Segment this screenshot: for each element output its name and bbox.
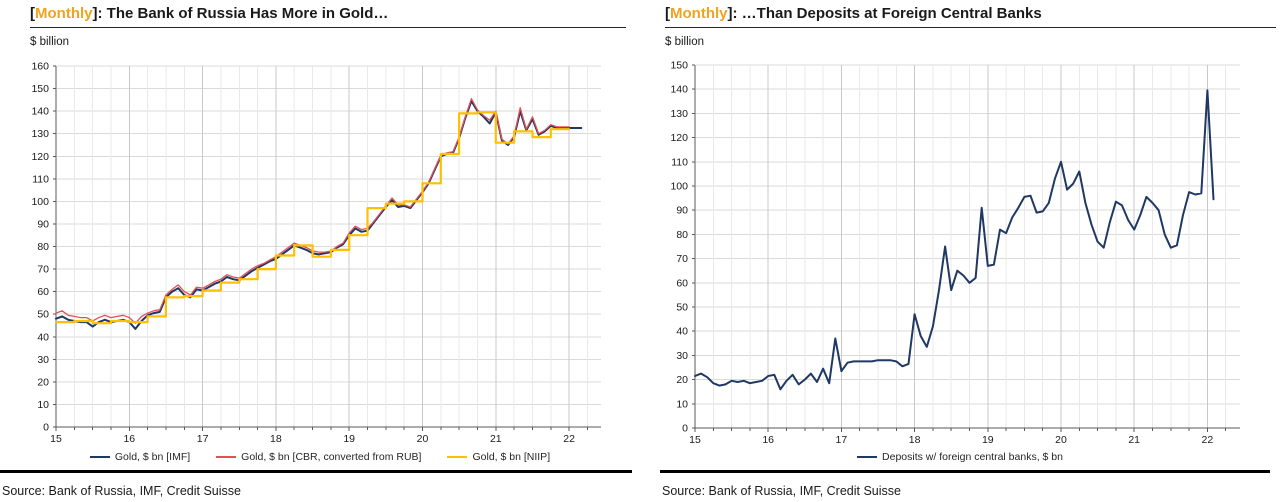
- legend-line-swatch: [89, 455, 110, 459]
- chart-title: [Monthly]: The Bank of Russia Has More i…: [30, 5, 626, 28]
- chart-panel-deposits: [Monthly]: …Than Deposits at Foreign Cen…: [640, 0, 1280, 502]
- x-tick-label: 17: [197, 433, 209, 445]
- y-tick-label: 120: [670, 132, 688, 144]
- series-line: [55, 100, 583, 330]
- legend-line-swatch: [857, 455, 878, 459]
- x-tick-label: 20: [1055, 434, 1067, 446]
- divider-rule: [660, 470, 1270, 473]
- title-bracket-open: [: [665, 5, 670, 22]
- y-tick-label: 80: [37, 241, 49, 253]
- legend-item: Gold, $ bn [NIIP]: [447, 451, 550, 463]
- y-tick-label: 150: [670, 60, 688, 72]
- title-accent: Monthly: [35, 5, 93, 22]
- x-tick-label: 16: [762, 434, 774, 446]
- y-tick-label: 90: [37, 218, 49, 230]
- source-note: Source: Bank of Russia, IMF, Credit Suis…: [2, 484, 241, 498]
- y-tick-label: 150: [31, 83, 49, 95]
- axis-units-label: $ billion: [30, 36, 69, 48]
- y-tick-label: 50: [676, 302, 688, 314]
- x-tick-label: 18: [909, 434, 921, 446]
- legend-label: Deposits w/ foreign central banks, $ bn: [882, 451, 1063, 463]
- gold-line-chart: 0 10 20 30 40 50 60 70 80 90 100 110 120 130 140 150 160…: [31, 61, 601, 445]
- deposits-line-chart: 0 10 20 30 40 50 60 70 80 90 100 110 120 130 140 150 15 1…: [670, 60, 1240, 446]
- y-tick-label: 50: [37, 309, 49, 321]
- title-accent: Monthly: [670, 5, 728, 22]
- y-tick-label: 60: [37, 286, 49, 298]
- chart-legend: Gold, $ bn [IMF] Gold, $ bn [CBR, convert…: [40, 451, 600, 463]
- x-tick-label: 16: [123, 433, 135, 445]
- y-tick-label: 160: [31, 61, 49, 73]
- legend-label: Gold, $ bn [IMF]: [114, 451, 191, 463]
- chart-title: [Monthly]: …Than Deposits at Foreign Cen…: [665, 5, 1276, 28]
- series-line: [54, 111, 571, 325]
- y-tick-label: 120: [31, 151, 49, 163]
- x-tick-label: 21: [1128, 434, 1140, 446]
- legend-line-swatch: [216, 455, 237, 459]
- y-tick-label: 130: [31, 128, 49, 140]
- x-tick-label: 19: [982, 434, 994, 446]
- y-tick-label: 140: [670, 84, 688, 96]
- legend-label: Gold, $ bn [CBR, converted from RUB]: [241, 451, 422, 463]
- y-tick-label: 110: [32, 173, 49, 185]
- y-tick-label: 80: [676, 229, 688, 241]
- divider-rule: [0, 470, 632, 473]
- legend-line-swatch: [447, 455, 468, 459]
- y-tick-label: 110: [671, 156, 688, 168]
- x-tick-label: 21: [490, 433, 502, 445]
- y-tick-label: 140: [31, 106, 49, 118]
- legend-item: Gold, $ bn [CBR, converted from RUB]: [216, 451, 421, 463]
- x-tick-label: 15: [50, 433, 62, 445]
- y-tick-label: 100: [670, 181, 688, 193]
- source-note: Source: Bank of Russia, IMF, Credit Suis…: [662, 484, 901, 498]
- chart-panel-gold: [Monthly]: The Bank of Russia Has More i…: [0, 5, 632, 498]
- x-tick-label: 22: [563, 433, 575, 445]
- y-tick-label: 130: [670, 108, 688, 120]
- legend-label: Gold, $ bn [NIIP]: [472, 451, 551, 463]
- y-tick-label: 20: [676, 374, 688, 386]
- y-tick-label: 40: [37, 331, 49, 343]
- title-text: ]: …Than Deposits at Foreign Central Ban…: [727, 5, 1042, 22]
- y-tick-label: 0: [43, 422, 49, 434]
- y-tick-label: 0: [682, 423, 688, 435]
- y-tick-label: 30: [37, 354, 49, 366]
- x-tick-label: 19: [343, 433, 355, 445]
- y-tick-label: 40: [676, 326, 688, 338]
- x-tick-label: 18: [270, 433, 282, 445]
- y-tick-label: 20: [37, 376, 49, 388]
- x-tick-label: 22: [1202, 434, 1214, 446]
- y-tick-label: 60: [676, 277, 688, 289]
- x-tick-label: 17: [836, 434, 848, 446]
- chart-legend: Deposits w/ foreign central banks, $ bn: [680, 451, 1240, 463]
- axis-units-label: $ billion: [665, 36, 704, 48]
- y-tick-label: 30: [676, 350, 688, 362]
- y-tick-label: 70: [676, 253, 688, 265]
- y-tick-label: 70: [37, 264, 49, 276]
- y-tick-label: 100: [31, 196, 49, 208]
- y-tick-label: 90: [676, 205, 688, 217]
- x-tick-label: 15: [689, 434, 701, 446]
- title-text: ]: The Bank of Russia Has More in Gold…: [92, 5, 389, 22]
- title-bracket-open: [: [30, 5, 35, 22]
- legend-item: Gold, $ bn [IMF]: [89, 451, 191, 463]
- y-tick-label: 10: [676, 398, 688, 410]
- y-tick-label: 10: [37, 399, 49, 411]
- legend-item: Deposits w/ foreign central banks, $ bn: [857, 451, 1063, 463]
- series-line: [694, 89, 1215, 391]
- x-tick-label: 20: [417, 433, 429, 445]
